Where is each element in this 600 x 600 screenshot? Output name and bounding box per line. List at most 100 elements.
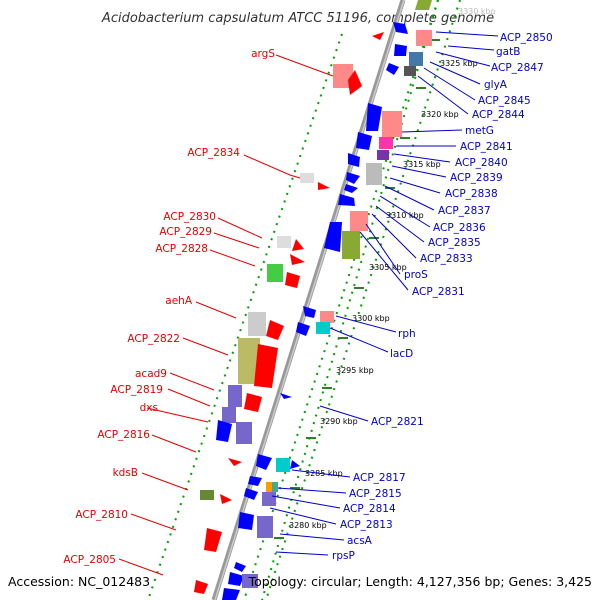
gene-block <box>242 574 258 588</box>
gene-arrow <box>290 254 305 265</box>
mid-right-dotted-ring <box>265 0 461 600</box>
gene-label: glyA <box>484 79 508 91</box>
gene-arrow <box>303 306 316 318</box>
gene-arrow <box>393 22 408 34</box>
accession-text: Accession: NC_012483 <box>8 574 150 589</box>
gene-label: ACP_2840 <box>455 157 508 169</box>
gene-label: lacD <box>390 348 413 360</box>
gene-arrow <box>324 222 342 252</box>
left-labels: argS ACP_2834 ACP_2830 ACP_2829 ACP_2828… <box>63 48 275 566</box>
gene-label: aehA <box>165 295 193 307</box>
gene-label: ACP_2837 <box>438 205 491 217</box>
gene-label: ACP_2829 <box>159 226 212 238</box>
gene-label: ACP_2813 <box>340 519 393 531</box>
gene-arrow <box>394 44 407 56</box>
gene-label: acsA <box>347 535 373 547</box>
gene-label: ACP_2819 <box>110 384 163 396</box>
gene-block <box>409 52 423 66</box>
gene-arrow <box>254 344 278 388</box>
gene-label: argS <box>251 48 275 60</box>
gene-label: kdsB <box>113 467 138 479</box>
gene-label: ACP_2830 <box>163 211 216 223</box>
gene-block <box>379 137 393 149</box>
gene-block <box>350 211 368 231</box>
ACP_2816-gene <box>228 458 242 466</box>
gene-label: ACP_2805 <box>63 554 116 566</box>
gene-block <box>382 111 402 137</box>
tick-label: 3300 kbp <box>352 314 390 323</box>
gene-arrow <box>344 184 358 193</box>
left-leaders <box>118 54 334 576</box>
gene-label: ACP_2834 <box>187 147 240 159</box>
gene-label: ACP_2822 <box>127 333 180 345</box>
tick-label: 3295 kbp <box>336 366 374 375</box>
tick-label: 3320 kbp <box>421 110 459 119</box>
dotted-ring-right <box>261 0 439 600</box>
gene-label: dxs <box>140 402 158 414</box>
gene-label: ACP_2838 <box>445 188 498 200</box>
dxs-gene <box>222 407 236 423</box>
gene-label: acad9 <box>135 368 167 380</box>
gene-arrow <box>234 562 246 572</box>
gene-arrow <box>222 588 240 600</box>
gene-arrow <box>346 172 360 184</box>
gene-arrow <box>372 32 384 40</box>
tick-label: 3330 kbp <box>458 7 496 16</box>
gene-arrow <box>280 393 292 399</box>
genome-backbone <box>211 0 406 600</box>
right-labels: ACP_2850 gatB ACP_2847 glyA ACP_2845 ACP… <box>332 32 553 562</box>
backbone-highlight <box>214 0 405 600</box>
gene-arrow <box>348 70 362 95</box>
gene-arrow <box>348 153 360 167</box>
rph-gene <box>320 311 334 323</box>
gene-label: rph <box>398 328 416 340</box>
gene-arrow <box>238 512 254 530</box>
gene-block <box>404 66 416 76</box>
gene-label: ACP_2821 <box>371 416 424 428</box>
ACP_2834-gene <box>300 173 314 183</box>
gene-block <box>377 150 389 160</box>
dotted-rings <box>147 0 461 600</box>
gene-arrow <box>244 488 258 500</box>
gene-arrow <box>386 63 399 75</box>
gene-label: ACP_2839 <box>450 172 503 184</box>
gene-arrow <box>228 572 244 586</box>
gene-block <box>366 163 382 185</box>
gene-label: ACP_2844 <box>472 109 525 121</box>
gene-arrow <box>338 194 355 206</box>
gene-block <box>262 492 276 506</box>
gene-block <box>342 231 360 259</box>
aehA-gene <box>248 312 266 336</box>
gene-label: ACP_2847 <box>491 62 544 74</box>
gene-arrow <box>318 182 330 190</box>
gene-block <box>272 482 278 492</box>
gene-label: ACP_2845 <box>478 95 531 107</box>
tick-label: 3325 kbp <box>440 59 478 68</box>
gene-arrow <box>216 420 232 442</box>
kdsB-gene <box>200 490 214 500</box>
ACP_2810-gene <box>204 528 222 552</box>
lacD-gene <box>316 322 330 334</box>
gene-label: proS <box>404 269 428 281</box>
gene-label: ACP_2828 <box>155 243 208 255</box>
gene-block <box>416 30 432 46</box>
ACP_2830-gene <box>277 236 291 248</box>
gene-arrow <box>256 454 272 470</box>
gene-label: ACP_2835 <box>428 237 481 249</box>
gene-arrow <box>285 272 300 288</box>
outer-dotted-ring <box>261 0 439 600</box>
gene-arrow <box>266 320 284 340</box>
gene-arrow <box>296 322 310 336</box>
gene-arrow <box>290 460 300 469</box>
tick-label: 3315 kbp <box>403 160 441 169</box>
acad9-gene <box>228 385 242 407</box>
gene-label: ACP_2841 <box>460 141 513 153</box>
argS-gene <box>333 64 353 88</box>
tick-label: 3305 kbp <box>369 263 407 272</box>
gene-block <box>276 458 290 472</box>
gene-label: gatB <box>496 46 520 58</box>
gene-label: ACP_2831 <box>412 286 465 298</box>
gene-arrow <box>244 393 262 412</box>
gene-arrow <box>366 103 382 131</box>
